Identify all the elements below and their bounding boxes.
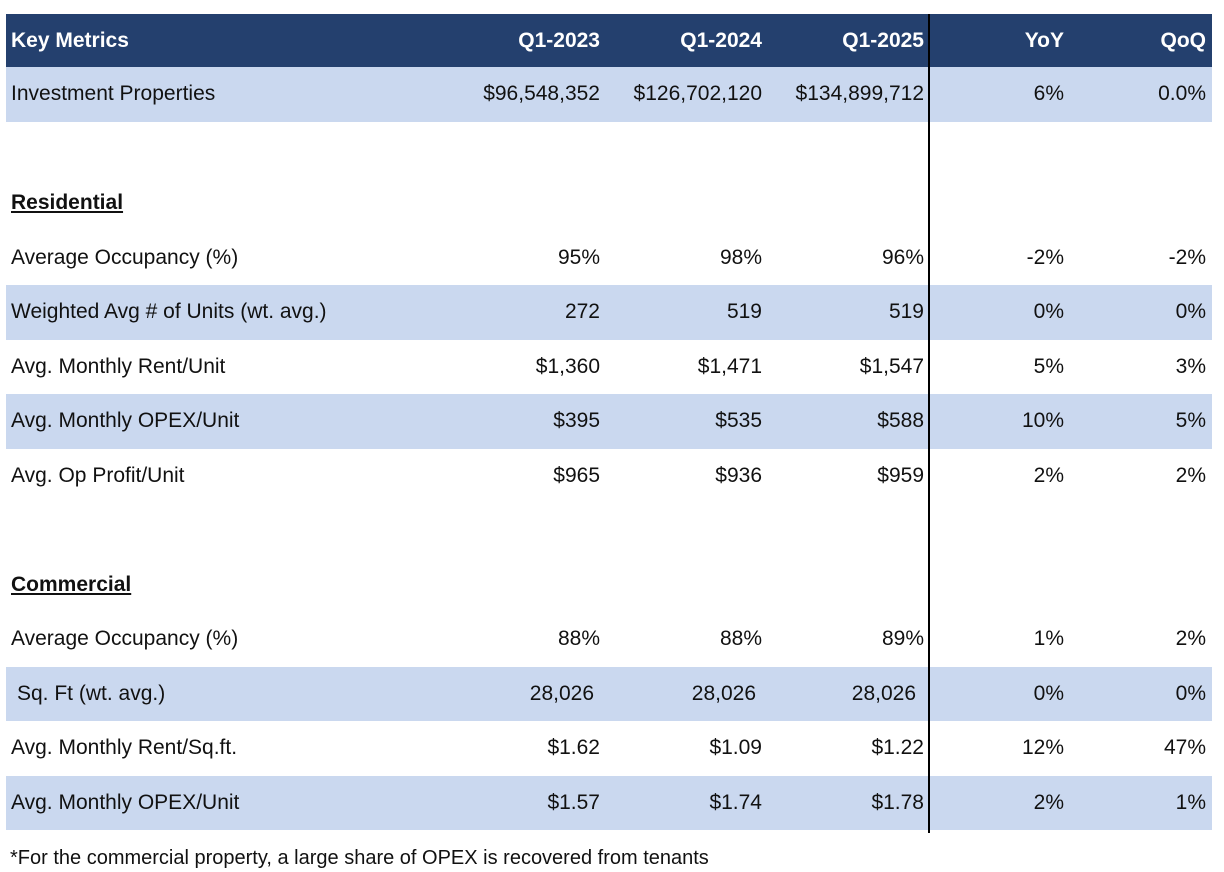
investment-properties-row: Investment Properties $96,548,352 $126,7… — [6, 67, 1212, 122]
row-label: Avg. Op Profit/Unit — [11, 463, 185, 487]
value-q1-2023: $1,360 — [535, 354, 600, 378]
row-label: Avg. Monthly Rent/Unit — [11, 354, 226, 378]
header-q1-2025: Q1-2025 — [842, 28, 924, 52]
table-row: Avg. Monthly OPEX/Unit $395 $535 $588 10… — [6, 394, 1212, 449]
value-q1-2024: 88% — [719, 627, 762, 651]
header-q1-2023: Q1-2023 — [518, 28, 600, 52]
header-yoy: YoY — [1024, 28, 1064, 52]
value-q1-2025: $1.78 — [871, 790, 924, 814]
table-row: Sq. Ft (wt. avg.) 28,026 28,026 28,026 0… — [6, 666, 1212, 721]
value-q1-2025: 28,026 — [851, 681, 916, 705]
value-qoq: 3% — [1175, 354, 1206, 378]
value-yoy: 12% — [1021, 736, 1064, 760]
value-q1-2023: 272 — [564, 300, 600, 324]
value-qoq: 2% — [1175, 463, 1206, 487]
value-q1-2025: 519 — [888, 300, 924, 324]
table-row: Avg. Monthly Rent/Sq.ft. $1.62 $1.09 $1.… — [6, 721, 1212, 776]
row-label: Investment Properties — [11, 82, 216, 106]
row-label: Avg. Monthly Rent/Sq.ft. — [11, 736, 238, 760]
row-label: Weighted Avg # of Units (wt. avg.) — [11, 300, 327, 324]
value-yoy: 0% — [1033, 681, 1064, 705]
value-q1-2023: $1.57 — [547, 790, 600, 814]
header-q1-2024: Q1-2024 — [680, 28, 762, 52]
value-yoy: 0% — [1033, 300, 1064, 324]
value-qoq: 0.0% — [1158, 82, 1206, 106]
header-key-metrics: Key Metrics — [11, 28, 129, 52]
value-yoy: 2% — [1033, 790, 1064, 814]
value-yoy: 2% — [1033, 463, 1064, 487]
value-q1-2024: $1.09 — [709, 736, 762, 760]
value-q1-2024: $126,702,120 — [633, 82, 762, 106]
spacer-row — [6, 503, 1212, 558]
value-q1-2024: $936 — [715, 463, 762, 487]
value-q1-2023: $96,548,352 — [483, 82, 600, 106]
table-row: Avg. Monthly OPEX/Unit $1.57 $1.74 $1.78… — [6, 775, 1212, 830]
value-q1-2025: 89% — [881, 627, 924, 651]
value-yoy: 6% — [1033, 82, 1064, 106]
table-row: Weighted Avg # of Units (wt. avg.) 272 5… — [6, 285, 1212, 340]
value-q1-2024: 519 — [726, 300, 762, 324]
row-label: Average Occupancy (%) — [11, 627, 239, 651]
value-q1-2024: $1,471 — [697, 354, 762, 378]
value-q1-2025: $1,547 — [859, 354, 924, 378]
value-q1-2023: 88% — [557, 627, 600, 651]
row-label: Avg. Monthly OPEX/Unit — [11, 790, 240, 814]
value-yoy: 1% — [1033, 627, 1064, 651]
value-qoq: 1% — [1175, 790, 1206, 814]
value-q1-2024: $1.74 — [709, 790, 762, 814]
footnote: *For the commercial property, a large sh… — [10, 847, 709, 869]
table-row: Avg. Op Profit/Unit $965 $936 $959 2% 2% — [6, 449, 1212, 504]
value-q1-2025: $134,899,712 — [795, 82, 924, 106]
value-qoq: 0% — [1175, 300, 1206, 324]
value-q1-2024: $535 — [715, 409, 762, 433]
value-qoq: 0% — [1175, 681, 1206, 705]
value-q1-2024: 28,026 — [691, 681, 756, 705]
value-q1-2023: 95% — [557, 245, 600, 269]
section-title: Commercial — [11, 572, 132, 596]
section-title: Residential — [11, 191, 124, 215]
value-yoy: -2% — [1026, 245, 1064, 269]
section-header-commercial: Commercial — [6, 558, 1212, 613]
value-qoq: 5% — [1175, 409, 1206, 433]
value-yoy: 5% — [1033, 354, 1064, 378]
section-header-residential: Residential — [6, 176, 1212, 231]
table-row: Avg. Monthly Rent/Unit $1,360 $1,471 $1,… — [6, 340, 1212, 395]
value-q1-2025: 96% — [881, 245, 924, 269]
value-q1-2025: $1.22 — [871, 736, 924, 760]
value-qoq: -2% — [1168, 245, 1206, 269]
value-q1-2025: $959 — [877, 463, 924, 487]
value-q1-2023: $965 — [553, 463, 600, 487]
value-q1-2024: 98% — [719, 245, 762, 269]
column-divider — [928, 14, 930, 833]
value-q1-2023: $1.62 — [547, 736, 600, 760]
value-q1-2023: $395 — [553, 409, 600, 433]
value-q1-2023: 28,026 — [529, 681, 594, 705]
key-metrics-table: Key Metrics Q1-2023 Q1-2024 Q1-2025 YoY … — [6, 14, 1212, 830]
header-qoq: QoQ — [1160, 28, 1207, 52]
table-row: Average Occupancy (%) 88% 88% 89% 1% 2% — [6, 612, 1212, 667]
table-row: Average Occupancy (%) 95% 98% 96% -2% -2… — [6, 231, 1212, 286]
table-header-row: Key Metrics Q1-2023 Q1-2024 Q1-2025 YoY … — [6, 14, 1212, 67]
row-label: Sq. Ft (wt. avg.) — [17, 681, 166, 705]
row-label: Average Occupancy (%) — [11, 245, 239, 269]
value-q1-2025: $588 — [877, 409, 924, 433]
value-yoy: 10% — [1021, 409, 1064, 433]
spacer-row — [6, 122, 1212, 177]
row-label: Avg. Monthly OPEX/Unit — [11, 409, 240, 433]
value-qoq: 47% — [1163, 736, 1206, 760]
value-qoq: 2% — [1175, 627, 1206, 651]
